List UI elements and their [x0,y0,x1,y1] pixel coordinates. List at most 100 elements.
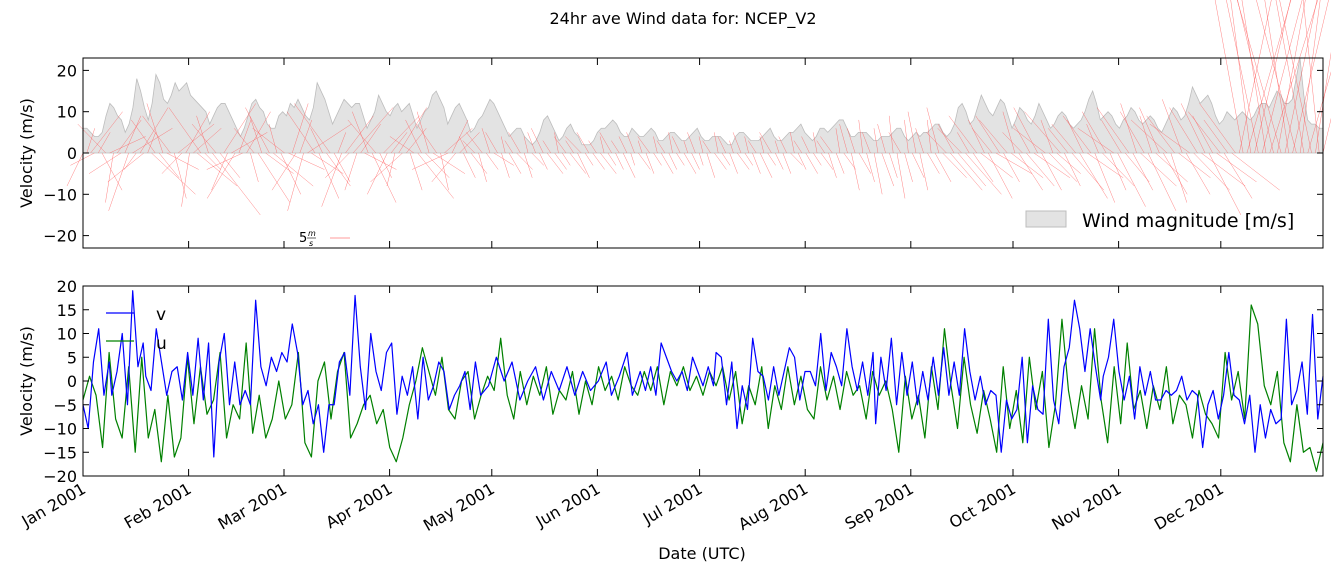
wind-stick [851,152,860,191]
wind-stick [196,115,209,154]
wind-stick [458,136,468,154]
wind-stick [1024,111,1061,154]
wind-stick [1302,0,1320,154]
wind-stick [206,152,243,170]
wind-stick [204,152,221,170]
wind-stick [1033,152,1071,178]
wind-stick [245,107,270,154]
wind-stick [508,132,521,154]
wind-stick [1056,152,1081,174]
wind-stick [1010,152,1044,178]
wind-stick [729,152,738,174]
bottom-x-tick-label: May 2001 [420,479,498,535]
wind-stick [364,152,397,170]
wind-stick [744,152,754,166]
wind-stick [1048,152,1078,183]
wind-stick [968,119,985,154]
wind-stick [638,152,651,170]
wind-stick [196,152,238,187]
wind-stick [660,152,674,174]
wind-stick [1125,152,1150,183]
wind-stick [858,119,863,154]
wind-stick [1178,152,1211,178]
wind-stick [713,132,719,154]
wind-stick [1132,152,1154,191]
wind-stick [1214,0,1244,154]
wind-stick [752,152,761,174]
wind-stick [386,152,396,187]
wind-stick [321,152,342,207]
wind-stick [352,107,394,154]
wind-stick [1094,152,1116,203]
wind-stick [493,152,514,166]
wind-stick [668,132,673,154]
wind-stick [957,152,987,187]
wind-stick [626,132,635,154]
wind-stick [412,152,449,170]
wind-stick [1231,152,1280,191]
wind-stick [326,152,351,187]
wind-stick [417,152,454,199]
bottom-x-tick-label: Nov 2001 [1048,479,1124,534]
wind-stick [805,152,818,174]
wind-stick [618,136,628,154]
top-legend: Wind magnitude [m/s] [1025,210,1294,232]
wind-stick [926,132,947,154]
legend-label-v: v [156,305,166,325]
wind-stick [291,103,309,154]
wind-stick [656,140,666,154]
quiver-key: 5 m s [299,229,350,248]
wind-stick [554,132,559,154]
wind-stick [311,152,344,174]
wind-stick [1146,115,1175,154]
wind-stick [592,152,605,170]
wind-stick [1246,0,1292,154]
top-y-tick-label: −20 [43,227,77,246]
bottom-y-tick-label: 15 [57,301,77,320]
wind-stick [485,152,499,170]
wind-stick [881,152,895,187]
wind-stick [683,152,697,174]
wind-stick [599,132,612,154]
wind-stick [504,140,514,154]
wind-stick [1101,119,1122,154]
wind-stick [778,136,787,154]
wind-stick [337,132,347,154]
wind-stick [653,152,662,166]
wind-stick [919,152,929,191]
wind-stick [744,136,749,154]
wind-stick [168,107,202,154]
wind-stick [1087,152,1124,178]
wind-stick [888,132,902,154]
bottom-x-tick-label: Jul 2001 [639,479,706,529]
wind-stick [1185,152,1211,195]
wind-stick [161,152,183,174]
wind-stick [383,115,420,154]
wind-stick [405,119,422,154]
quiver-key-label: 5 [299,231,307,246]
wind-stick [1064,152,1081,187]
wind-stick [793,140,803,154]
wind-stick [569,152,587,174]
wind-stick [352,111,369,154]
bottom-plot-area [82,290,1324,472]
bottom-y-axis-label: Velocity (m/s) [17,326,36,436]
wind-stick [310,128,323,154]
wind-stick [1203,119,1229,154]
wind-stick [1117,152,1146,207]
wind-stick [1292,0,1329,154]
wind-stick [637,136,650,154]
wind-stick [1193,152,1230,191]
wind-stick [1013,123,1031,154]
wind-stick [1322,117,1331,154]
wind-stick [478,152,487,182]
wind-stick [1062,115,1092,154]
wind-stick [531,152,545,166]
wind-stick [576,132,590,154]
legend-label-u: u [156,334,167,354]
wind-stick [588,140,597,154]
wind-stick [527,132,536,154]
wind-stick [676,152,685,166]
wind-stick [926,107,940,154]
bottom-y-tick-label: 20 [57,277,77,296]
